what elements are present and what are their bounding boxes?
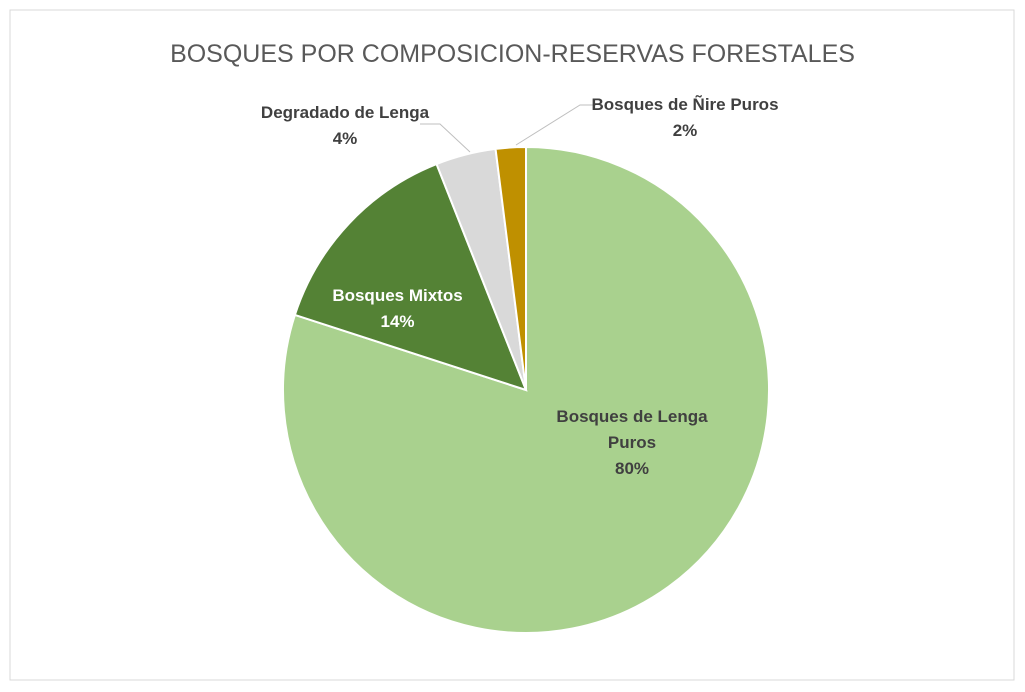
data-label: Bosques Mixtos 14% <box>300 283 495 335</box>
slice-name: Degradado de Lenga <box>260 103 430 122</box>
leader-line <box>515 104 596 146</box>
pie-slice <box>282 145 770 634</box>
slice-value: 2% <box>672 121 698 140</box>
slice-name: Bosques de Lenga Puros <box>556 407 708 452</box>
slice-name: Bosques de Ñire Puros <box>591 95 779 114</box>
data-label: Bosques de Ñire Puros 2% <box>580 92 790 144</box>
slice-value: 80% <box>614 459 650 478</box>
slice-value: 4% <box>332 129 358 148</box>
pie-slice <box>293 162 528 392</box>
slice-value: 14% <box>380 312 415 331</box>
data-label: Bosques de Lenga Puros 80% <box>532 404 732 482</box>
slice-name: Bosques Mixtos <box>332 286 463 305</box>
data-label: Degradado de Lenga 4% <box>255 100 435 152</box>
leader-line <box>420 123 471 153</box>
pie-slice <box>494 145 527 391</box>
chart-title: BOSQUES POR COMPOSICION-RESERVAS FORESTA… <box>170 40 855 68</box>
